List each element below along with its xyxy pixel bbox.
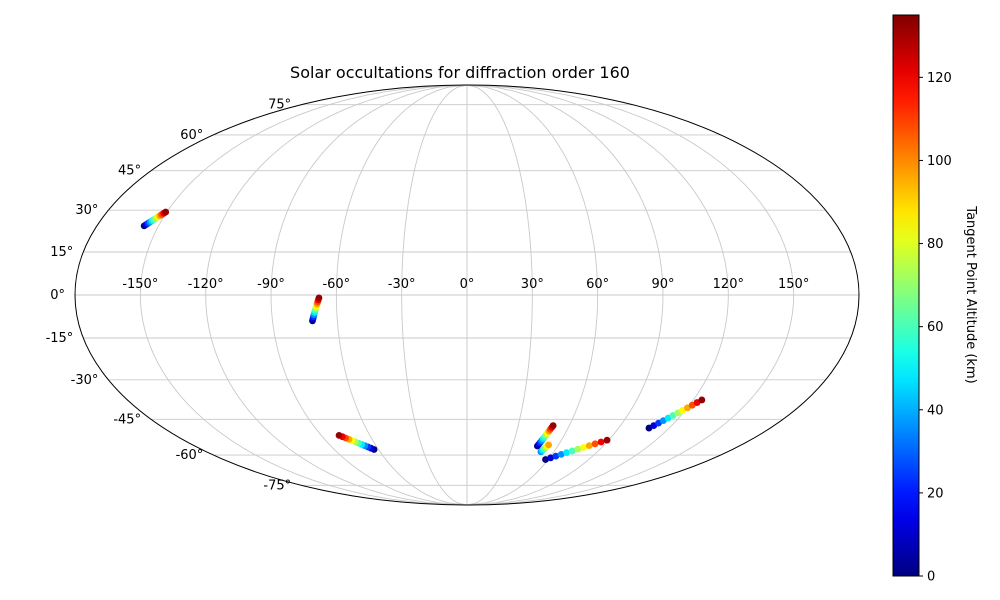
- lon-tick-label: 0°: [460, 277, 475, 292]
- lon-tick-label: 90°: [651, 277, 674, 292]
- plot-title: Solar occultations for diffraction order…: [290, 63, 630, 82]
- colorbar: 0 20 40 60 80 100 120: [892, 14, 952, 585]
- scatter-point: [603, 436, 611, 444]
- lat-tick-label: -75°: [263, 478, 291, 493]
- scatter-point: [557, 450, 565, 458]
- lon-tick-label: 120°: [713, 277, 744, 292]
- colorbar-tick-label: 0: [927, 570, 935, 585]
- lat-tick-label: 15°: [50, 245, 73, 260]
- scatter-point: [315, 294, 323, 302]
- lat-tick-label: -15°: [46, 331, 74, 346]
- colorbar-label: Tangent Point Altitude (km): [963, 205, 978, 383]
- track-2-equatorial-west: [309, 294, 323, 325]
- scatter-point: [580, 443, 587, 451]
- lon-tick-label: 30°: [521, 277, 544, 292]
- scatter-point: [547, 454, 555, 462]
- map-tick-labels: -150° -120° -90° -60° -30° 0° 30° 60° 90° 120° 150…: [46, 98, 810, 494]
- lon-tick-label: -60°: [322, 277, 350, 292]
- scatter-point: [549, 422, 557, 429]
- colorbar-gradient: [892, 14, 920, 577]
- lat-tick-label: -45°: [113, 412, 141, 427]
- scatter-point: [542, 456, 549, 463]
- lat-tick-label: 75°: [268, 98, 291, 113]
- track-4-south-central-short: [533, 422, 557, 450]
- colorbar-tick-label: 80: [927, 237, 944, 252]
- colorbar-tick-label: 60: [927, 320, 944, 335]
- graticule-meridian: [401, 84, 468, 506]
- graticule-meridian: [139, 84, 468, 506]
- scatter-point: [585, 442, 593, 449]
- graticule-meridian: [466, 84, 729, 506]
- lat-tick-label: 30°: [75, 203, 98, 218]
- lat-tick-label: -60°: [176, 448, 204, 463]
- lon-tick-label: 60°: [586, 277, 609, 292]
- lat-tick-label: -30°: [71, 373, 99, 388]
- scatter-point: [568, 447, 576, 455]
- scatter-tracks: [140, 208, 706, 463]
- scatter-point: [162, 208, 170, 216]
- scatter-point: [591, 440, 599, 448]
- scatter-point: [597, 438, 605, 446]
- colorbar-tick-label: 40: [927, 403, 944, 418]
- track-7-southeast: [645, 396, 706, 432]
- colorbar-tick-label: 120: [927, 71, 952, 86]
- lon-tick-label: 150°: [778, 277, 809, 292]
- graticule-meridian: [466, 84, 533, 506]
- colorbar-tick-label: 100: [927, 154, 952, 169]
- lat-tick-label: 0°: [50, 288, 65, 303]
- lon-tick-label: -30°: [388, 277, 416, 292]
- track-1-northwest: [140, 208, 170, 230]
- graticule-meridian: [466, 84, 795, 506]
- scatter-point: [552, 452, 560, 460]
- graticule-meridian: [205, 84, 468, 506]
- lat-tick-label: 45°: [118, 164, 141, 179]
- track-5-south-cluster: [537, 441, 553, 456]
- graticule-meridian: [466, 84, 664, 506]
- track-3-south-west: [335, 431, 378, 453]
- lat-tick-label: 60°: [180, 128, 203, 143]
- track-6-south-long: [542, 436, 611, 463]
- scatter-point: [698, 396, 706, 404]
- map-border: [74, 84, 860, 506]
- lon-tick-label: -90°: [257, 277, 285, 292]
- scatter-point: [545, 441, 553, 449]
- colorbar-tick-label: 20: [927, 486, 944, 501]
- graticule-meridian: [270, 84, 468, 506]
- scatter-point: [574, 445, 582, 453]
- graticule-meridian: [335, 84, 468, 506]
- lon-tick-label: -120°: [188, 277, 224, 292]
- map-graticule: [75, 84, 859, 506]
- map-outline: [74, 84, 860, 506]
- scatter-point: [335, 431, 343, 439]
- lon-tick-label: -150°: [122, 277, 158, 292]
- scatter-point: [563, 449, 571, 457]
